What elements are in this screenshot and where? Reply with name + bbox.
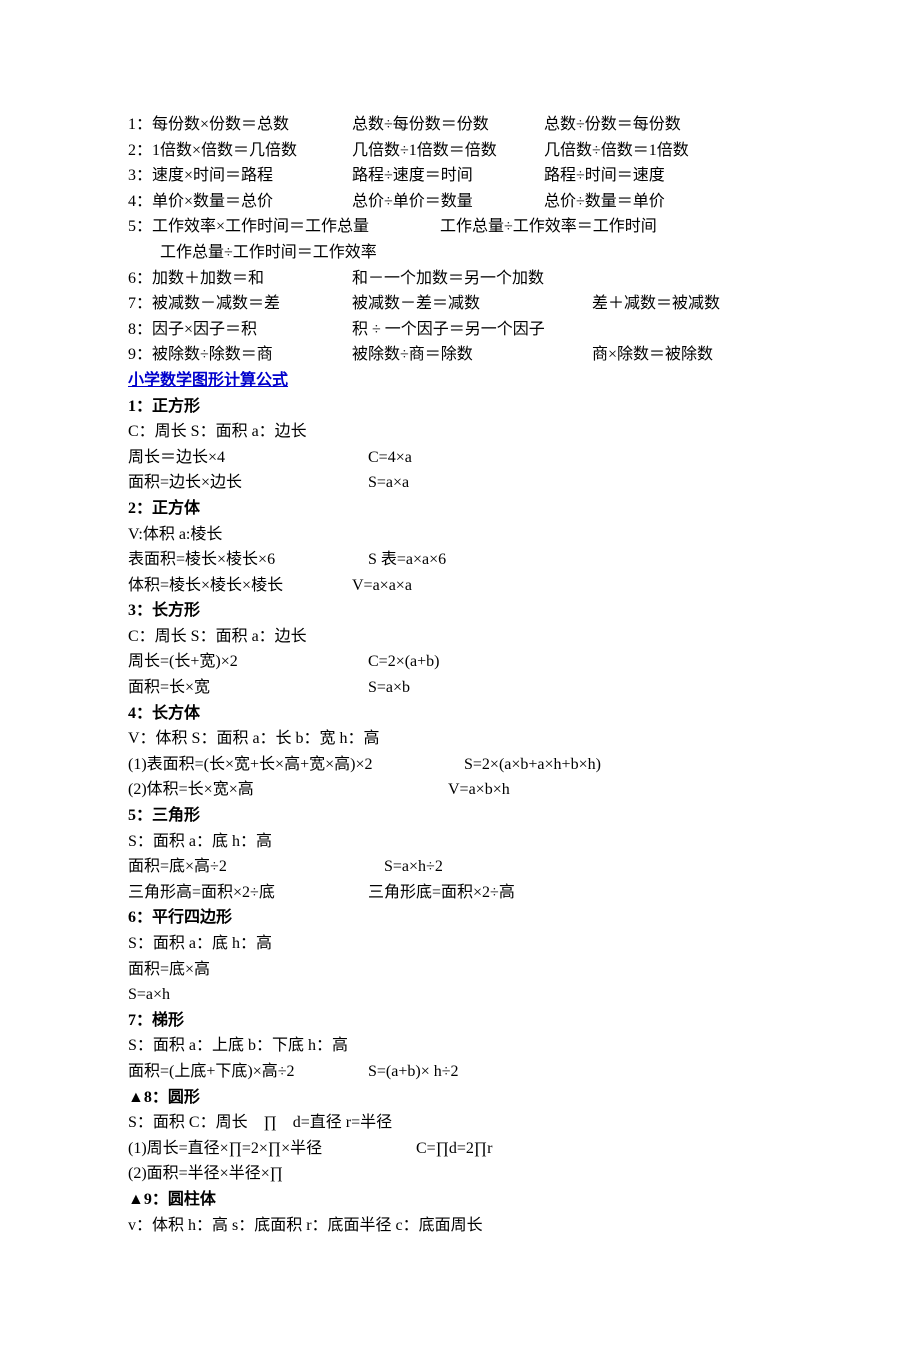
cell: 面积=长×宽 [128,675,368,701]
cell: (1)周长=直径×∏=2×∏×半径 [128,1136,416,1162]
formula-row: 8：因子×因子＝积积 ÷ 一个因子＝另一个因子 [128,317,792,343]
shape-heading: 1：正方形 [128,394,792,420]
shape-formula: 表面积=棱长×棱长×6S 表=a×a×6 [128,547,792,573]
formula-row: 3：速度×时间＝路程路程÷速度＝时间路程÷时间＝速度 [128,163,792,189]
formula-row: 1：每份数×份数＝总数总数÷每份数＝份数总数÷份数＝每份数 [128,112,792,138]
shape-vars: S：面积 a：底 h：高 [128,931,792,957]
formula-row: 5：工作效率×工作时间＝工作总量工作总量÷工作效率＝工作时间 [128,214,792,240]
formula-row: 9：被除数÷除数＝商被除数÷商＝除数商×除数＝被除数 [128,342,792,368]
shape-vars: V:体积 a:棱长 [128,522,792,548]
shape-vars: S：面积 C：周长 ∏ d=直径 r=半径 [128,1110,792,1136]
cell: 面积=(上底+下底)×高÷2 [128,1059,368,1085]
cell: 工作总量÷工作时间＝工作效率 [160,240,377,266]
shape-heading: 3：长方形 [128,598,792,624]
cell: S 表=a×a×6 [368,547,446,573]
cell: 被减数－差＝减数 [352,291,592,317]
cell: (2)体积=长×宽×高 [128,777,448,803]
shape-vars: S：面积 a：底 h：高 [128,829,792,855]
cell: 路程÷时间＝速度 [544,163,665,189]
cell: 被除数÷商＝除数 [352,342,592,368]
shape-heading: 5：三角形 [128,803,792,829]
shape-formula: 面积=边长×边长S=a×a [128,470,792,496]
cell: 几倍数÷1倍数＝倍数 [352,138,544,164]
cell: 工作总量÷工作效率＝工作时间 [440,214,657,240]
shape-formula: 体积=棱长×棱长×棱长V=a×a×a [128,573,792,599]
shape-formula: 周长=(长+宽)×2C=2×(a+b) [128,649,792,675]
cell: 表面积=棱长×棱长×6 [128,547,368,573]
cell: 9：被除数÷除数＝商 [128,342,352,368]
cell: S=(a+b)× h÷2 [368,1059,459,1085]
cell: 商×除数＝被除数 [592,342,713,368]
cell: 差＋减数＝被减数 [592,291,720,317]
shape-heading: 6：平行四边形 [128,905,792,931]
shape-formula: 三角形高=面积×2÷底三角形底=面积×2÷高 [128,880,792,906]
cell: 6：加数＋加数＝和 [128,266,352,292]
shape-heading: 2：正方体 [128,496,792,522]
shape-heading: ▲8：圆形 [128,1085,792,1111]
cell: 体积=棱长×棱长×棱长 [128,573,352,599]
cell: 7：被减数－减数＝差 [128,291,352,317]
cell: 三角形底=面积×2÷高 [368,880,515,906]
shape-formula: 周长＝边长×4C=4×a [128,445,792,471]
shape-formula: 面积=(上底+下底)×高÷2S=(a+b)× h÷2 [128,1059,792,1085]
shape-formula: (1)表面积=(长×宽+长×高+宽×高)×2S=2×(a×b+a×h+b×h) [128,752,792,778]
shape-formula: 面积=长×宽S=a×b [128,675,792,701]
cell: 4：单价×数量＝总价 [128,189,352,215]
section-title: 小学数学图形计算公式 [128,368,792,394]
shape-heading: ▲9：圆柱体 [128,1187,792,1213]
cell: 8：因子×因子＝积 [128,317,352,343]
cell: 几倍数÷倍数＝1倍数 [544,138,689,164]
shape-formula: 面积=底×高÷2S=a×h÷2 [128,854,792,880]
cell: 三角形高=面积×2÷底 [128,880,368,906]
formula-row: 工作总量÷工作时间＝工作效率 [128,240,792,266]
shape-formula: (2)面积=半径×半径×∏ [128,1161,792,1187]
shape-vars: V：体积 S：面积 a：长 b：宽 h：高 [128,726,792,752]
shape-formula: 面积=底×高 [128,957,792,983]
cell: 总价÷数量＝单价 [544,189,665,215]
shape-formula: S=a×h [128,982,792,1008]
cell: 总数÷份数＝每份数 [544,112,681,138]
cell: 2：1倍数×倍数＝几倍数 [128,138,352,164]
cell: 3：速度×时间＝路程 [128,163,352,189]
cell: 面积=边长×边长 [128,470,368,496]
cell: (1)表面积=(长×宽+长×高+宽×高)×2 [128,752,464,778]
cell: 路程÷速度＝时间 [352,163,544,189]
shape-vars: v：体积 h：高 s：底面积 r：底面半径 c：底面周长 [128,1213,792,1239]
shape-formula: (1)周长=直径×∏=2×∏×半径C=∏d=2∏r [128,1136,792,1162]
cell: V=a×b×h [448,777,510,803]
cell: V=a×a×a [352,573,412,599]
cell: S=a×a [368,470,409,496]
cell: 总数÷每份数＝份数 [352,112,544,138]
cell: 1：每份数×份数＝总数 [128,112,352,138]
shape-vars: C：周长 S：面积 a：边长 [128,419,792,445]
cell: S=a×b [368,675,410,701]
cell: 周长＝边长×4 [128,445,368,471]
formula-row: 7：被减数－减数＝差被减数－差＝减数差＋减数＝被减数 [128,291,792,317]
shape-formula: (2)体积=长×宽×高V=a×b×h [128,777,792,803]
cell: C=4×a [368,445,412,471]
formula-row: 6：加数＋加数＝和和－一个加数＝另一个加数 [128,266,792,292]
cell: S=2×(a×b+a×h+b×h) [464,752,601,778]
cell: 积 ÷ 一个因子＝另一个因子 [352,317,545,343]
cell: C=2×(a+b) [368,649,440,675]
cell: 5：工作效率×工作时间＝工作总量 [128,214,440,240]
cell: 总价÷单价＝数量 [352,189,544,215]
formula-row: 2：1倍数×倍数＝几倍数几倍数÷1倍数＝倍数几倍数÷倍数＝1倍数 [128,138,792,164]
cell: C=∏d=2∏r [416,1136,492,1162]
shape-vars: S：面积 a：上底 b：下底 h：高 [128,1033,792,1059]
cell: 周长=(长+宽)×2 [128,649,368,675]
cell: S=a×h÷2 [384,854,443,880]
shape-vars: C：周长 S：面积 a：边长 [128,624,792,650]
shape-heading: 7：梯形 [128,1008,792,1034]
cell: 面积=底×高÷2 [128,854,384,880]
shape-heading: 4：长方体 [128,701,792,727]
cell: 和－一个加数＝另一个加数 [352,266,544,292]
formula-row: 4：单价×数量＝总价总价÷单价＝数量总价÷数量＝单价 [128,189,792,215]
